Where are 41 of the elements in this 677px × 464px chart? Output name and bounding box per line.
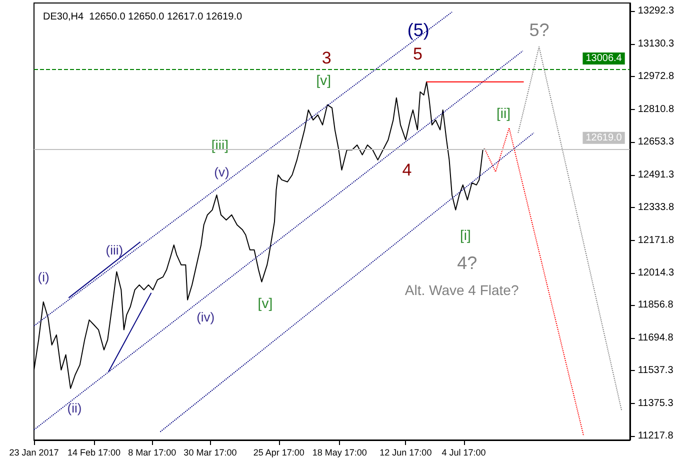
text: DE30,H4 12650.0 12650.0 12617.0 12619.0 [43, 12, 242, 22]
x-tick-label: 4 Jul 17:00 [442, 448, 486, 458]
x-tick-label: 25 Apr 17:00 [253, 448, 304, 458]
y-tick-label: 12810.8 [638, 104, 674, 116]
ref-line-label: 13006.4 [586, 53, 622, 64]
annotation: (iv) [196, 310, 215, 325]
annotation: (v) [214, 164, 230, 180]
x-tick-label: 14 Feb 17:00 [67, 448, 121, 458]
y-tick-label: 13130.3 [638, 38, 674, 50]
annotation: [i] [460, 227, 471, 244]
y-tick-label: 11217.8 [638, 430, 674, 442]
annotation: (5) [407, 20, 430, 40]
y-tick-label: 12491.3 [638, 170, 674, 181]
annotation: [ii] [496, 105, 511, 122]
annotation: (i) [38, 270, 50, 284]
annotation: Alt. Wave 4 Flate? [404, 282, 519, 298]
annotation: 5? [529, 20, 550, 40]
y-tick-label: 12014.3 [638, 267, 674, 278]
x-tick-label: 12 Jun 17:00 [380, 448, 432, 458]
x-tick-label: 18 May 17:00 [312, 448, 367, 458]
y-tick-label: 12653.3 [638, 136, 674, 148]
y-tick-label: 11537.3 [638, 364, 674, 376]
x-tick-label: 30 Mar 17:00 [184, 448, 237, 458]
x-tick-label: 8 Mar 17:00 [128, 448, 176, 458]
y-tick-label: 11856.8 [638, 300, 674, 311]
annotation: 4? [457, 253, 478, 274]
annotation: 3 [322, 48, 332, 68]
annotation: (iii) [106, 242, 124, 258]
ref-line-label: 12619.0 [586, 132, 622, 144]
annotation: 4 [402, 160, 412, 180]
annotation: (ii) [67, 400, 82, 416]
y-tick-label: 11694.8 [638, 332, 674, 344]
annotation: [v] [258, 295, 273, 312]
y-tick-label: 12333.8 [638, 202, 674, 213]
y-tick-label: 12171.8 [638, 234, 674, 246]
y-tick-label: 11375.3 [638, 398, 674, 410]
x-tick-label: 23 Jan 2017 [9, 448, 59, 458]
y-tick-label: 13292.3 [638, 5, 674, 16]
annotation: [v] [316, 72, 331, 88]
y-tick-label: 12972.8 [638, 70, 674, 82]
annotation: 5 [412, 44, 422, 64]
